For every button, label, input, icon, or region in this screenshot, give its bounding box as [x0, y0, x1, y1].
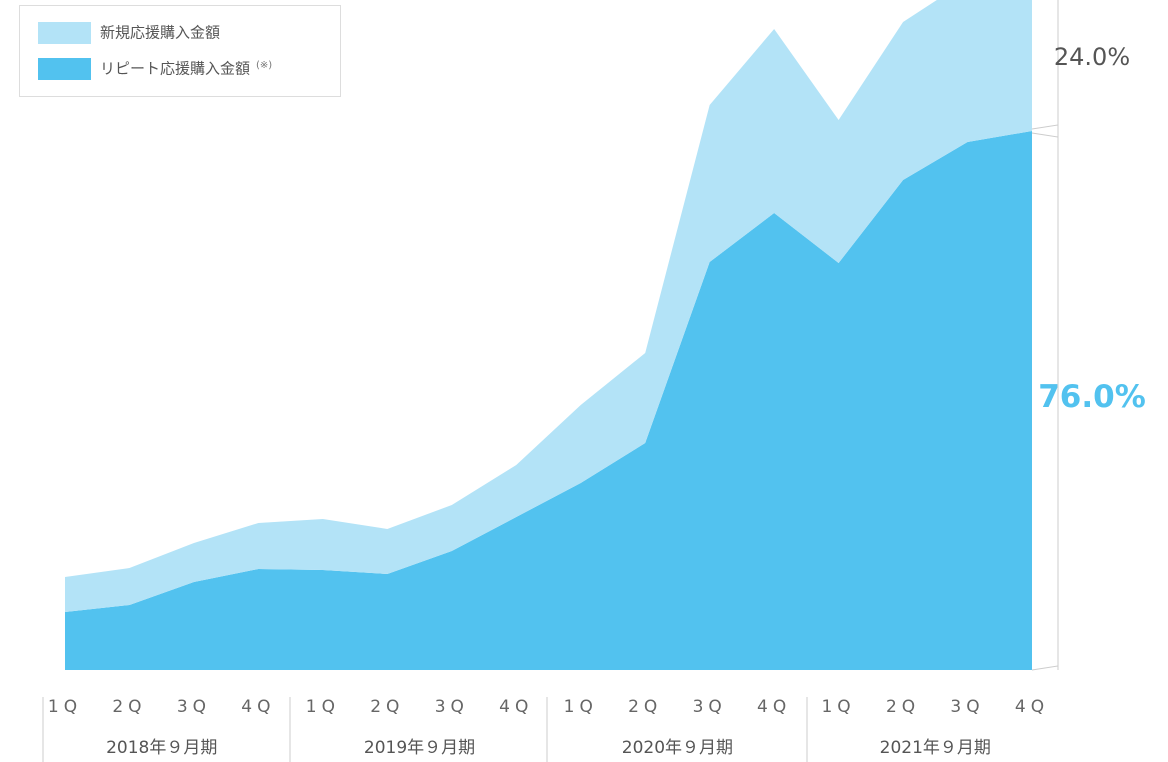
x-tick-label: 1Q: [306, 697, 340, 717]
x-tick-label: 2Q: [886, 697, 920, 717]
legend-swatch: [38, 58, 91, 80]
x-tick-label: 2Q: [112, 697, 146, 717]
x-tick-label: 2Q: [370, 697, 404, 717]
x-tick-label: 3Q: [435, 697, 469, 717]
area: [65, 131, 1032, 670]
legend-box: [19, 5, 341, 97]
x-tick-label: 2Q: [628, 697, 662, 717]
share-label: 76.0%: [1038, 379, 1146, 415]
x-tick-label: 1Q: [821, 697, 855, 717]
x-tick-label: 3Q: [177, 697, 211, 717]
x-tick-label: 4Q: [241, 697, 275, 717]
legend-label: リピート応援購入金額: [100, 60, 250, 78]
bracket: [1031, 132, 1059, 671]
group-label: 2018年９月期: [106, 738, 217, 758]
bracket: [1031, 0, 1059, 130]
area: [65, 0, 1032, 612]
legend-note: (※): [256, 60, 272, 71]
legend-label: 新規応援購入金額: [100, 24, 220, 42]
x-tick-label: 1Q: [564, 697, 598, 717]
group-label: 2019年９月期: [364, 738, 475, 758]
share-label: 24.0%: [1054, 43, 1130, 71]
x-tick-label: 1Q: [48, 697, 82, 717]
x-tick-label: 3Q: [693, 697, 727, 717]
x-tick-label: 4Q: [1015, 697, 1049, 717]
x-tick-label: 4Q: [757, 697, 791, 717]
group-label: 2021年９月期: [880, 738, 991, 758]
group-label: 2020年９月期: [622, 738, 733, 758]
x-tick-label: 4Q: [499, 697, 533, 717]
x-tick-label: 3Q: [950, 697, 984, 717]
legend-swatch: [38, 22, 91, 44]
